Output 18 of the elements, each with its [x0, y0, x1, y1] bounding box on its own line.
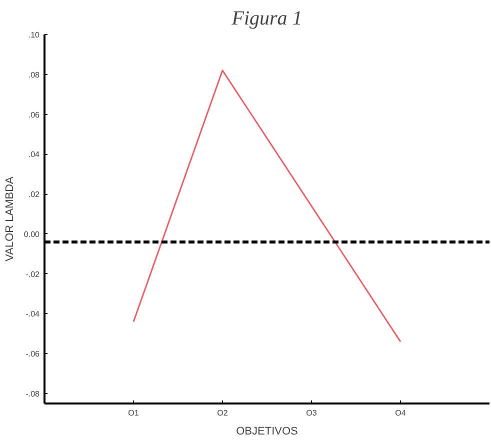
y-tick-label: .06: [28, 110, 40, 120]
x-tick-label: O2: [217, 408, 228, 418]
y-tick-label: -.08: [26, 390, 40, 399]
y-tick-label: .10: [28, 30, 40, 40]
y-tick-label: -.02: [26, 270, 40, 279]
y-tick-label: 0.00: [24, 230, 40, 239]
x-axis-title: OBJETIVOS: [236, 426, 298, 438]
x-tick-label: O1: [128, 408, 140, 418]
chart-title: Figura 1: [230, 8, 302, 30]
y-tick-label: -.06: [26, 350, 40, 359]
y-tick-label: .04: [28, 150, 40, 160]
line-series: [132, 70, 402, 342]
y-tick-label: -.04: [26, 310, 40, 319]
y-axis-title: VALOR LAMBDA: [4, 176, 16, 262]
y-tick-label: .02: [28, 190, 40, 200]
x-tick-label: O4: [395, 408, 406, 418]
x-tick-label: O3: [306, 408, 318, 418]
y-tick-label: .08: [28, 70, 40, 80]
